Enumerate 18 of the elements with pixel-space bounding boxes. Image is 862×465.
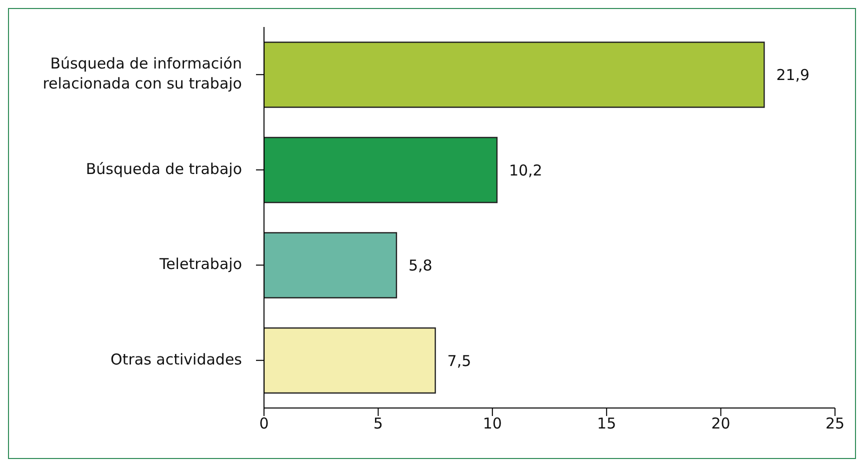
x-tick-label: 25 [825, 414, 845, 433]
data-label: 5,8 [408, 256, 432, 275]
data-label: 10,2 [508, 161, 542, 180]
x-tick-label: 15 [597, 414, 616, 433]
bar [264, 232, 398, 298]
y-tick-label: Otras actividades [110, 350, 242, 368]
x-tick-label: 5 [373, 414, 383, 433]
y-tick-label: Búsqueda de trabajo [86, 160, 242, 178]
bar [264, 136, 498, 204]
bar [264, 42, 765, 108]
data-label: 21,9 [776, 66, 810, 84]
bar [264, 327, 436, 394]
y-tick-label: Búsqueda de información relacionada con su trabajo [42, 54, 242, 93]
x-tick-label: 20 [711, 414, 730, 433]
data-label: 7,5 [447, 352, 472, 370]
x-tick-label: 10 [482, 414, 502, 433]
x-tick-label: 0 [259, 414, 269, 433]
y-tick-label: Teletrabajo [158, 255, 242, 274]
